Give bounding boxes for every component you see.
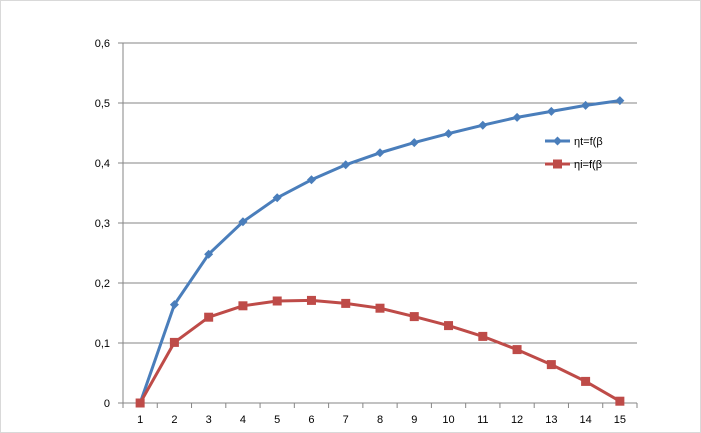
data-point-series-2: [409, 312, 419, 322]
x-tick-label: 4: [240, 414, 246, 426]
y-tick-label: 0,2: [95, 278, 110, 290]
data-point-series-1: [615, 96, 625, 106]
data-point-series-2: [444, 321, 454, 331]
x-tick-label: 5: [274, 414, 280, 426]
data-point-series-2: [546, 360, 556, 370]
data-point-series-1: [306, 175, 316, 185]
x-tick-label: 6: [308, 414, 314, 426]
data-point-series-1: [272, 193, 282, 203]
legend-label-2: ηi=f(β: [574, 159, 602, 171]
data-point-series-2: [169, 337, 179, 347]
data-point-series-1: [238, 217, 248, 227]
x-tick-label: 11: [477, 414, 488, 426]
x-tick-label: 10: [442, 414, 454, 426]
y-tick-label: 0,5: [95, 98, 110, 110]
legend-marker-2: [553, 159, 562, 169]
legend-label-1: ηt=f(β: [574, 136, 603, 148]
y-tick-label: 0,3: [95, 218, 110, 230]
x-tick-label: 15: [614, 414, 626, 426]
data-point-series-1: [169, 300, 179, 310]
data-point-series-1: [581, 100, 591, 110]
legend-marker-1: [553, 136, 562, 146]
x-tick-label: 2: [171, 414, 177, 426]
x-tick-label: 14: [579, 414, 591, 426]
y-tick-label: 0: [104, 398, 110, 410]
data-point-series-1: [204, 249, 214, 259]
data-point-series-2: [238, 301, 248, 311]
data-point-series-1: [444, 129, 454, 139]
x-tick-label: 12: [511, 414, 523, 426]
data-point-series-2: [306, 295, 316, 305]
data-point-series-2: [615, 396, 625, 406]
data-point-series-2: [581, 376, 591, 386]
x-tick-label: 3: [206, 414, 212, 426]
data-point-series-2: [512, 345, 522, 355]
data-point-series-2: [204, 312, 214, 322]
data-point-series-2: [341, 298, 351, 308]
data-point-series-2: [272, 296, 282, 306]
y-tick-label: 0,1: [95, 338, 110, 350]
data-point-series-1: [409, 138, 419, 148]
data-point-series-1: [546, 106, 556, 116]
data-point-series-2: [375, 303, 385, 313]
series-line-1: [138, 99, 621, 404]
data-point-series-1: [341, 160, 351, 170]
x-tick-label: 8: [377, 414, 383, 426]
data-point-series-1: [512, 112, 522, 122]
x-tick-label: 1: [137, 414, 143, 426]
x-tick-label: 9: [411, 414, 417, 426]
data-point-series-2: [478, 331, 488, 341]
y-tick-label: 0,4: [95, 158, 110, 170]
x-tick-label: 7: [343, 414, 349, 426]
x-tick-label: 13: [545, 414, 557, 426]
data-point-series-1: [478, 120, 488, 130]
data-point-series-2: [135, 398, 145, 408]
data-point-series-1: [375, 148, 385, 158]
y-tick-label: 0,6: [95, 38, 110, 50]
